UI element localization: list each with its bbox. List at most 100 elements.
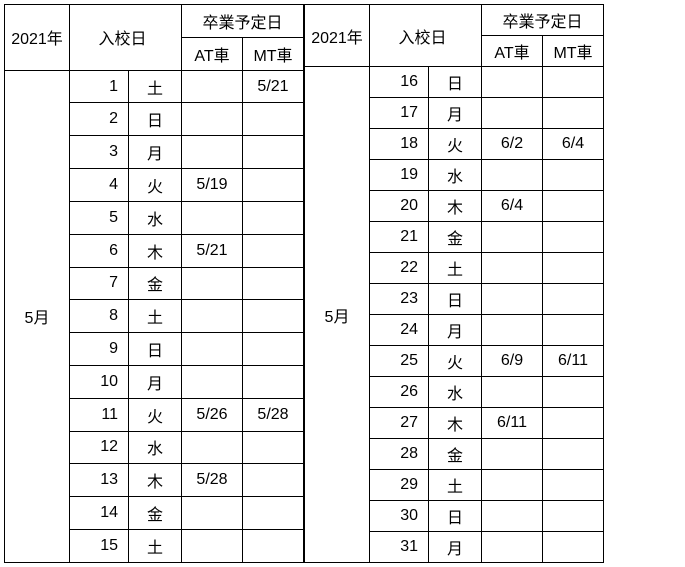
at-date-cell: [482, 470, 543, 501]
at-date-cell: 6/11: [482, 408, 543, 439]
day-cell: 25: [370, 346, 429, 377]
day-cell: 3: [70, 136, 129, 169]
at-date-cell: [182, 333, 243, 366]
dayofweek-cell: 金: [129, 267, 182, 300]
dayofweek-cell: 水: [129, 431, 182, 464]
at-date-cell: [482, 315, 543, 346]
mt-date-cell: 6/4: [543, 129, 604, 160]
mt-date-cell: 6/11: [543, 346, 604, 377]
dayofweek-cell: 土: [129, 70, 182, 103]
dayofweek-cell: 火: [429, 129, 482, 160]
at-date-cell: [182, 201, 243, 234]
day-cell: 16: [370, 67, 429, 98]
at-date-cell: [182, 530, 243, 563]
day-cell: 28: [370, 439, 429, 470]
dayofweek-cell: 日: [129, 333, 182, 366]
dayofweek-cell: 金: [129, 497, 182, 530]
day-cell: 13: [70, 464, 129, 497]
dayofweek-cell: 水: [129, 201, 182, 234]
mt-date-cell: [543, 222, 604, 253]
mt-date-cell: [543, 253, 604, 284]
table-row: 5月16日: [305, 67, 604, 98]
day-cell: 5: [70, 201, 129, 234]
table-row: 5月1土5/21: [5, 70, 304, 103]
mt-date-cell: [243, 333, 304, 366]
mt-date-cell: [243, 365, 304, 398]
day-cell: 20: [370, 191, 429, 222]
day-cell: 30: [370, 501, 429, 532]
day-cell: 14: [70, 497, 129, 530]
dayofweek-cell: 金: [429, 439, 482, 470]
at-date-cell: [482, 98, 543, 129]
day-cell: 23: [370, 284, 429, 315]
dayofweek-cell: 火: [129, 398, 182, 431]
day-cell: 24: [370, 315, 429, 346]
mt-date-cell: [543, 98, 604, 129]
day-cell: 4: [70, 169, 129, 202]
at-date-cell: [482, 160, 543, 191]
day-cell: 31: [370, 532, 429, 563]
entry-header: 入校日: [370, 5, 482, 67]
day-cell: 18: [370, 129, 429, 160]
dayofweek-cell: 日: [429, 501, 482, 532]
dayofweek-cell: 土: [429, 470, 482, 501]
mt-date-cell: [243, 464, 304, 497]
dayofweek-cell: 月: [429, 98, 482, 129]
day-cell: 12: [70, 431, 129, 464]
mt-date-cell: [243, 300, 304, 333]
dayofweek-cell: 金: [429, 222, 482, 253]
at-date-cell: [182, 365, 243, 398]
at-date-cell: [182, 103, 243, 136]
mt-date-cell: [543, 315, 604, 346]
day-cell: 7: [70, 267, 129, 300]
mt-date-cell: [243, 169, 304, 202]
dayofweek-cell: 水: [429, 160, 482, 191]
at-date-cell: [482, 284, 543, 315]
at-date-cell: [182, 497, 243, 530]
at-date-cell: [182, 431, 243, 464]
grad-header: 卒業予定日: [482, 5, 604, 36]
mt-date-cell: [543, 377, 604, 408]
dayofweek-cell: 月: [429, 532, 482, 563]
year-header: 2021年: [5, 5, 70, 71]
at-date-cell: [182, 136, 243, 169]
at-date-cell: 5/19: [182, 169, 243, 202]
dayofweek-cell: 月: [129, 136, 182, 169]
at-date-cell: [482, 532, 543, 563]
at-date-cell: [182, 70, 243, 103]
mt-date-cell: [543, 439, 604, 470]
at-date-cell: [482, 253, 543, 284]
day-cell: 15: [70, 530, 129, 563]
at-date-cell: 6/4: [482, 191, 543, 222]
dayofweek-cell: 木: [429, 191, 482, 222]
mt-date-cell: [243, 530, 304, 563]
mt-date-cell: [543, 284, 604, 315]
day-cell: 29: [370, 470, 429, 501]
mt-date-cell: [543, 67, 604, 98]
dayofweek-cell: 火: [429, 346, 482, 377]
dayofweek-cell: 日: [129, 103, 182, 136]
day-cell: 8: [70, 300, 129, 333]
dayofweek-cell: 土: [129, 300, 182, 333]
mt-date-cell: [543, 532, 604, 563]
dayofweek-cell: 水: [429, 377, 482, 408]
at-date-cell: 6/2: [482, 129, 543, 160]
dayofweek-cell: 土: [429, 253, 482, 284]
mt-date-cell: [243, 267, 304, 300]
mt-date-cell: 5/21: [243, 70, 304, 103]
mt-date-cell: [543, 191, 604, 222]
dayofweek-cell: 土: [129, 530, 182, 563]
dayofweek-cell: 月: [429, 315, 482, 346]
schedule-table-right: 2021年 入校日 卒業予定日 AT車 MT車 5月16日17月18火6/26/…: [304, 4, 604, 563]
mt-date-cell: [243, 497, 304, 530]
at-date-cell: [482, 377, 543, 408]
day-cell: 6: [70, 234, 129, 267]
entry-header: 入校日: [70, 5, 182, 71]
mt-date-cell: [243, 431, 304, 464]
mt-date-cell: [543, 160, 604, 191]
at-date-cell: 5/26: [182, 398, 243, 431]
grad-header: 卒業予定日: [182, 5, 304, 38]
at-date-cell: [482, 222, 543, 253]
dayofweek-cell: 火: [129, 169, 182, 202]
mt-date-cell: [543, 470, 604, 501]
